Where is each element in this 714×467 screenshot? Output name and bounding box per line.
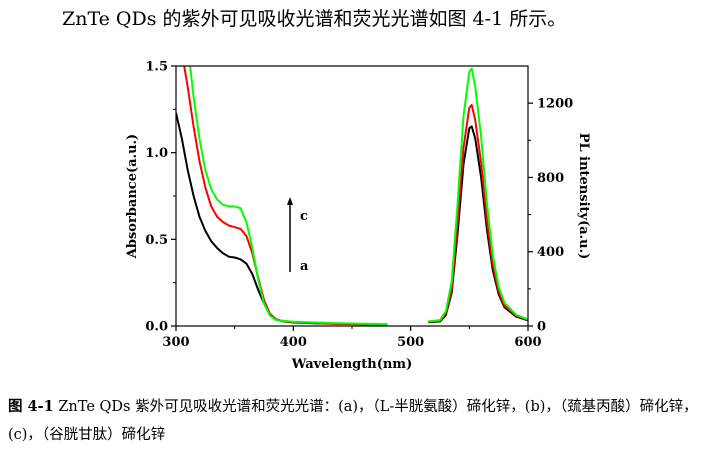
series-c-right	[428, 67, 528, 323]
axes: 300 400 500 600 0.0 0.5 1.0 1.5 0 400 800 1200 Wavel…	[125, 60, 591, 373]
series-a-left	[176, 112, 388, 326]
caption-label: 图 4-1	[8, 398, 54, 415]
y-right-tick-label-0: 0	[537, 320, 546, 335]
x-tick-label-600: 600	[514, 335, 541, 350]
x-tick-label-500: 500	[397, 335, 424, 350]
plot-frame	[175, 65, 529, 327]
y-right-tick-label-400: 400	[537, 245, 564, 260]
series-a-right	[428, 125, 528, 324]
y-left-axis-label: Absorbance(a.u.)	[125, 134, 140, 259]
caption-text: ZnTe QDs 紫外可见吸收光谱和荧光光谱：(a)，（L-半胱氨酸）碲化锌，(…	[8, 399, 698, 443]
y-left-tick-label-0.5: 0.5	[145, 233, 168, 248]
series-b-right	[428, 104, 528, 323]
arrow-label-end: c	[300, 209, 308, 224]
series-c-left	[189, 66, 388, 326]
intro-text: ZnTe QDs 的紫外可见吸收光谱和荧光光谱如图 4-1 所示。	[62, 8, 567, 30]
spectra-chart: 300 400 500 600 0.0 0.5 1.0 1.5 0 400 800 1200 Wavel…	[125, 60, 591, 373]
x-tick-label-400: 400	[280, 335, 307, 350]
arrow-head	[287, 197, 293, 205]
y-left-tick-label-1.0: 1.0	[145, 146, 168, 161]
arrow-label-start: a	[300, 259, 309, 274]
y-right-tick-label-1200: 1200	[537, 97, 573, 112]
x-axis-label: Wavelength(nm)	[291, 357, 412, 372]
x-tick-label-300: 300	[162, 335, 189, 350]
curves	[176, 66, 528, 326]
y-right-tick-label-800: 800	[537, 171, 564, 186]
figure-caption: 图 4-1 ZnTe QDs 紫外可见吸收光谱和荧光光谱：(a)，（L-半胱氨酸…	[8, 393, 708, 449]
y-right-axis-label: PL intensity(a.u.)	[576, 133, 591, 260]
y-left-tick-label-0.0: 0.0	[145, 320, 168, 335]
annotations: ca	[287, 197, 309, 274]
y-left-tick-label-1.5: 1.5	[145, 60, 168, 75]
